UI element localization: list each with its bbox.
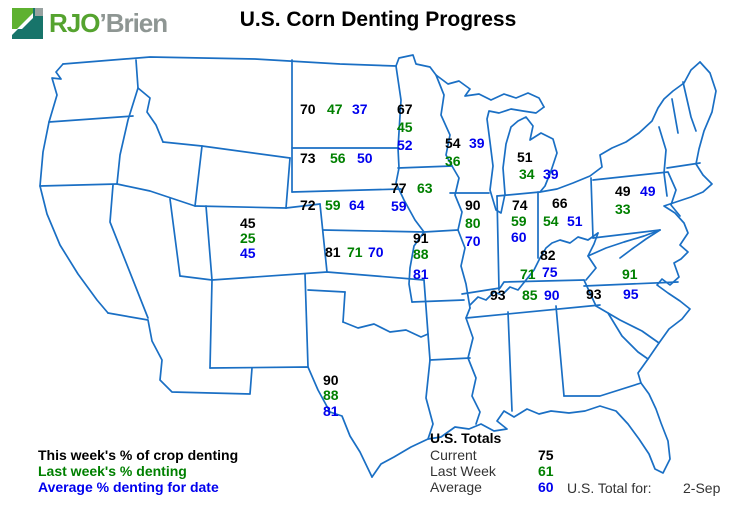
us-total-for-date: 2-Sep bbox=[683, 480, 721, 496]
state-value-ky-average: 75 bbox=[542, 264, 558, 280]
us-totals-current-label: Current bbox=[430, 447, 477, 463]
state-value-co-current: 45 bbox=[240, 215, 256, 231]
state-value-il-last_week: 80 bbox=[465, 215, 481, 231]
state-value-in-average: 60 bbox=[511, 229, 527, 245]
state-value-ne-last_week: 59 bbox=[325, 197, 341, 213]
state-value-co-average: 45 bbox=[240, 245, 256, 261]
state-value-wi-average: 39 bbox=[469, 135, 485, 151]
state-value-mo-last_week: 88 bbox=[413, 246, 429, 262]
state-value-mi-average: 39 bbox=[543, 166, 559, 182]
logo-text-brien: ’Brien bbox=[99, 8, 168, 38]
state-value-mn-last_week: 45 bbox=[397, 119, 413, 135]
state-value-ks-current: 81 bbox=[325, 244, 341, 260]
state-value-oh-last_week: 54 bbox=[543, 213, 559, 229]
legend: This week's % of crop denting Last week'… bbox=[38, 447, 238, 495]
us-totals-last-week-label: Last Week bbox=[430, 463, 496, 479]
state-value-tn-last_week: 85 bbox=[522, 287, 538, 303]
state-value-ky-current: 82 bbox=[540, 247, 556, 263]
state-value-nc-last_week: 91 bbox=[622, 266, 638, 282]
state-value-ia-last_week: 63 bbox=[417, 180, 433, 196]
us-totals-current-value: 75 bbox=[538, 447, 554, 463]
us-totals-last-week-value: 61 bbox=[538, 463, 554, 479]
state-value-pa-current: 49 bbox=[615, 183, 631, 199]
state-value-co-last_week: 25 bbox=[240, 230, 256, 246]
state-value-oh-current: 66 bbox=[552, 195, 568, 211]
state-value-nd-current: 70 bbox=[300, 101, 316, 117]
state-value-sd-average: 50 bbox=[357, 150, 373, 166]
state-value-wi-current: 54 bbox=[445, 135, 461, 151]
legend-item-last-week: Last week's % denting bbox=[38, 463, 187, 479]
state-value-ks-last_week: 71 bbox=[347, 244, 363, 260]
state-value-nc-average: 95 bbox=[623, 286, 639, 302]
state-value-in-last_week: 59 bbox=[511, 213, 527, 229]
us-map-borders bbox=[39, 54, 717, 478]
state-value-mi-last_week: 34 bbox=[519, 166, 535, 182]
state-value-tn-current: 93 bbox=[490, 287, 506, 303]
state-value-tx-average: 81 bbox=[323, 403, 339, 419]
state-value-ia-average: 59 bbox=[391, 198, 407, 214]
state-value-wi-last_week: 36 bbox=[445, 153, 461, 169]
state-value-mo-current: 91 bbox=[413, 230, 429, 246]
state-value-in-current: 74 bbox=[512, 197, 528, 213]
state-value-ne-average: 64 bbox=[349, 197, 365, 213]
state-value-mi-current: 51 bbox=[517, 149, 533, 165]
state-value-tn-average: 90 bbox=[544, 287, 560, 303]
rjo-brien-logo-icon bbox=[12, 8, 43, 39]
us-totals-average-label: Average bbox=[430, 479, 482, 495]
state-value-nd-last_week: 47 bbox=[327, 101, 343, 117]
state-value-il-current: 90 bbox=[465, 197, 481, 213]
rjo-brien-logo: RJO’Brien bbox=[12, 8, 168, 39]
logo-text: RJO’Brien bbox=[49, 8, 168, 39]
state-value-pa-last_week: 33 bbox=[615, 201, 631, 217]
state-value-tx-current: 90 bbox=[323, 372, 339, 388]
page-title: U.S. Corn Denting Progress bbox=[239, 8, 517, 31]
state-value-tx-last_week: 88 bbox=[323, 387, 339, 403]
state-value-oh-average: 51 bbox=[567, 213, 583, 229]
state-value-nc-current: 93 bbox=[586, 286, 602, 302]
legend-item-average: Average % denting for date bbox=[38, 479, 219, 495]
legend-item-current: This week's % of crop denting bbox=[38, 447, 239, 463]
us-totals-heading: U.S. Totals bbox=[430, 430, 502, 446]
state-value-mn-average: 52 bbox=[397, 137, 413, 153]
state-value-sd-last_week: 56 bbox=[330, 150, 346, 166]
state-value-nd-average: 37 bbox=[352, 101, 368, 117]
logo-text-rjo: RJO bbox=[49, 8, 100, 38]
state-value-mo-average: 81 bbox=[413, 266, 429, 282]
state-value-ks-average: 70 bbox=[368, 244, 384, 260]
state-value-sd-current: 73 bbox=[300, 150, 316, 166]
state-value-il-average: 70 bbox=[465, 233, 481, 249]
us-total-for-label: U.S. Total for: bbox=[567, 480, 652, 496]
us-totals-average-value: 60 bbox=[538, 479, 554, 495]
state-value-ia-current: 77 bbox=[391, 180, 407, 196]
state-value-pa-average: 49 bbox=[640, 183, 656, 199]
state-value-ky-last_week: 71 bbox=[520, 266, 536, 282]
state-value-ne-current: 72 bbox=[300, 197, 316, 213]
state-value-mn-current: 67 bbox=[397, 101, 413, 117]
